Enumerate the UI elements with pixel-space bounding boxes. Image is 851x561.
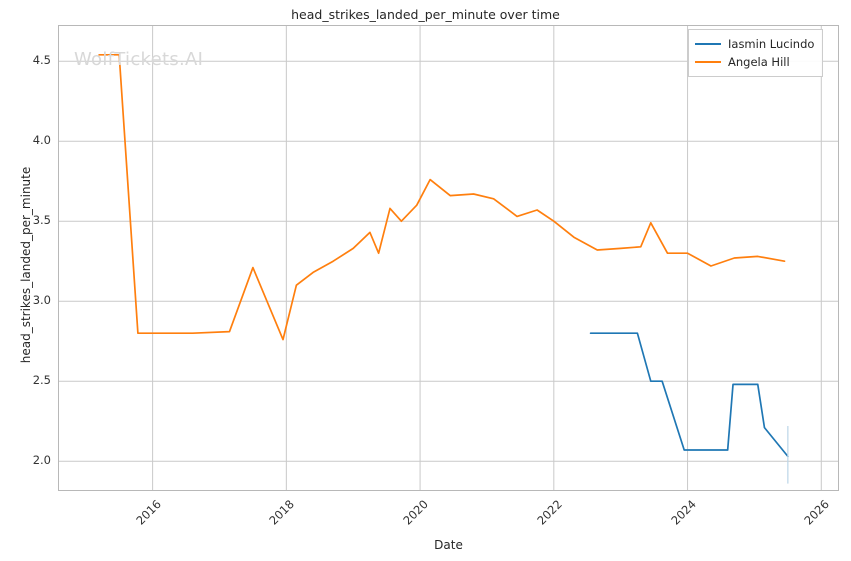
legend-item[interactable]: Iasmin Lucindo xyxy=(695,35,814,53)
x-tick-label: 2026 xyxy=(801,497,833,528)
x-tick-label: 2016 xyxy=(132,497,164,528)
x-tick-label: 2022 xyxy=(534,497,565,528)
x-tick-label: 2020 xyxy=(400,497,431,528)
chart-legend: Iasmin Lucindo Angela Hill xyxy=(688,29,824,77)
plot-area xyxy=(58,25,839,491)
y-tick-label: 3.5 xyxy=(32,213,51,228)
legend-color-swatch xyxy=(695,43,721,45)
x-tick-label: 2018 xyxy=(266,497,298,528)
y-axis-ticks: 2.0 2.5 3.0 3.5 4.0 4.5 xyxy=(0,0,51,561)
x-axis-label: Date xyxy=(434,538,463,552)
watermark: WolfTickets.AI xyxy=(74,49,204,70)
legend-color-swatch xyxy=(695,61,721,63)
series-layer xyxy=(98,53,789,458)
legend-label: Angela Hill xyxy=(728,55,790,69)
chart-title: head_strikes_landed_per_minute over time xyxy=(291,7,560,22)
series-line xyxy=(589,332,789,458)
x-tick-label: 2024 xyxy=(667,497,699,528)
legend-item[interactable]: Angela Hill xyxy=(695,53,814,71)
y-tick-label: 2.5 xyxy=(32,373,51,388)
series-line xyxy=(98,53,786,341)
y-tick-label: 2.0 xyxy=(32,453,51,468)
gridlines xyxy=(59,26,838,490)
legend-label: Iasmin Lucindo xyxy=(728,37,815,51)
y-tick-label: 3.0 xyxy=(32,293,51,308)
plot-svg xyxy=(59,26,838,490)
y-tick-label: 4.5 xyxy=(32,53,51,68)
y-tick-label: 4.0 xyxy=(32,133,51,148)
